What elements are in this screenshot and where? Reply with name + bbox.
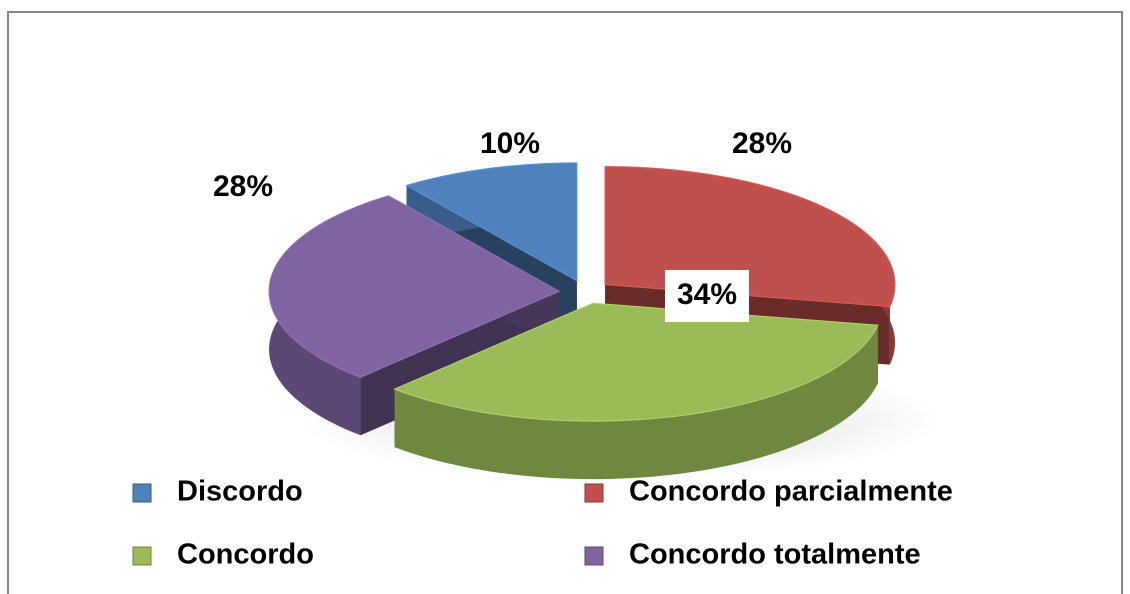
slice [393,302,879,422]
slice [405,162,578,282]
legend-marker [584,483,604,503]
legend-marker [132,546,152,566]
legend-label: Concordo totalmente [629,539,921,571]
slice-side [394,325,878,480]
legend-label: Discordo [177,476,303,508]
legend-label: Concordo [177,539,314,571]
legend-marker [132,483,152,503]
legend-label: Concordo parcialmente [629,476,953,508]
legend: Discordo Concordo parcialmente Concordo Con… [132,476,953,571]
slice [268,195,561,378]
label-background [665,270,749,322]
labels: 10% 28% 34% 28% [213,127,792,322]
data-label: 28% [732,127,792,160]
data-label: 10% [480,127,540,160]
legend-marker [584,546,604,566]
data-label: 34% [677,278,737,311]
data-label: 28% [213,170,273,203]
